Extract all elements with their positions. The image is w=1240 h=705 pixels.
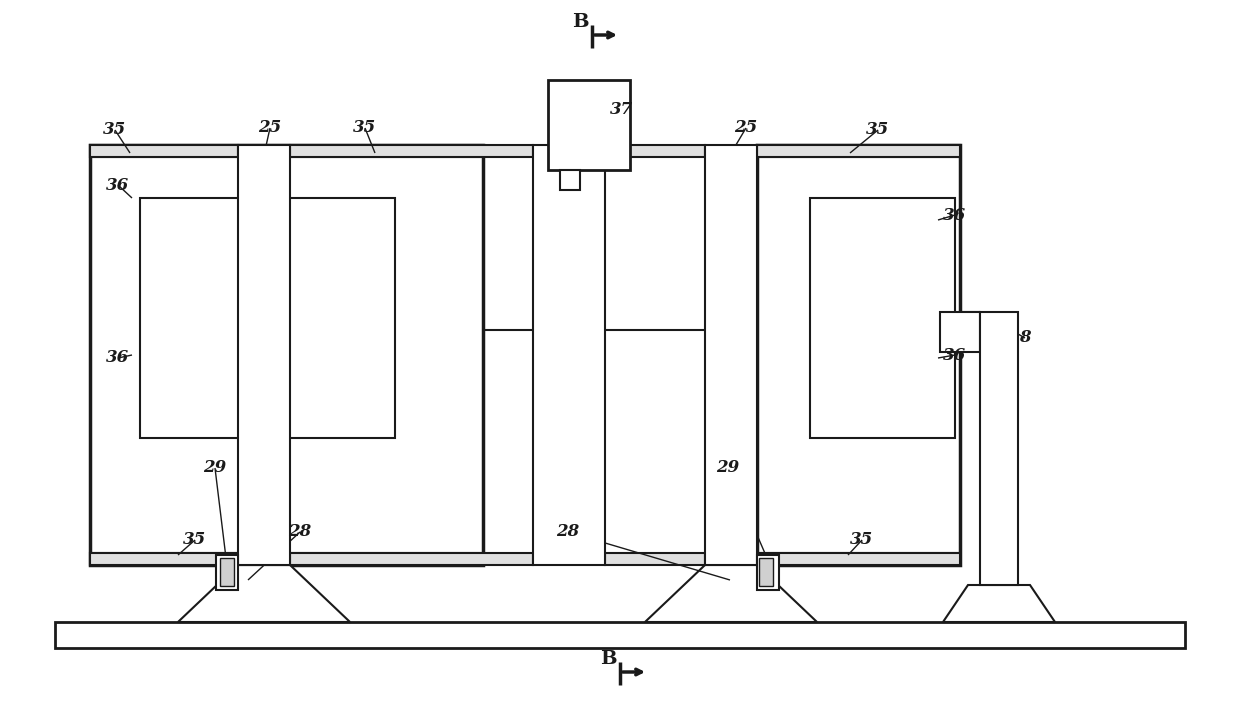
Text: B: B xyxy=(572,13,588,31)
Text: 35: 35 xyxy=(851,532,874,548)
Bar xyxy=(216,555,238,590)
Bar xyxy=(756,553,960,565)
Text: B: B xyxy=(600,650,616,668)
Text: 28: 28 xyxy=(289,524,311,541)
Text: 36: 36 xyxy=(944,207,967,223)
Text: 35: 35 xyxy=(184,532,207,548)
Bar xyxy=(91,553,238,565)
Bar xyxy=(238,145,290,565)
Bar xyxy=(756,555,779,590)
Bar xyxy=(91,145,484,565)
Text: 25: 25 xyxy=(734,120,758,137)
Bar xyxy=(548,80,630,170)
Bar xyxy=(560,170,580,190)
Bar xyxy=(290,145,533,157)
Bar xyxy=(55,622,1185,648)
Bar xyxy=(980,312,1018,585)
Polygon shape xyxy=(942,585,1055,622)
Text: 29: 29 xyxy=(717,460,739,477)
Bar xyxy=(756,145,960,157)
Bar xyxy=(756,553,960,565)
Bar xyxy=(605,145,706,157)
Bar xyxy=(91,553,484,565)
Bar xyxy=(810,198,955,438)
Bar xyxy=(940,312,980,352)
Text: 36: 36 xyxy=(944,346,967,364)
Text: 28: 28 xyxy=(557,524,579,541)
Bar xyxy=(91,145,484,157)
Text: 35: 35 xyxy=(353,120,377,137)
Text: 29: 29 xyxy=(203,460,227,477)
Polygon shape xyxy=(645,565,817,622)
Text: 25: 25 xyxy=(258,120,281,137)
Bar xyxy=(759,558,773,586)
Bar xyxy=(219,558,234,586)
Text: 35: 35 xyxy=(867,121,889,138)
Bar xyxy=(290,553,533,565)
Polygon shape xyxy=(179,565,350,622)
Bar xyxy=(533,145,605,565)
Bar xyxy=(706,145,756,565)
Bar xyxy=(57,624,1183,646)
Bar xyxy=(140,198,396,438)
Text: 37: 37 xyxy=(610,102,634,118)
Bar xyxy=(605,553,706,565)
Text: 36: 36 xyxy=(107,350,130,367)
Text: 8: 8 xyxy=(1019,329,1030,346)
Bar xyxy=(756,145,960,157)
Bar xyxy=(91,145,238,157)
Text: 36: 36 xyxy=(107,176,130,193)
Text: 35: 35 xyxy=(103,121,126,138)
Bar xyxy=(756,145,960,565)
